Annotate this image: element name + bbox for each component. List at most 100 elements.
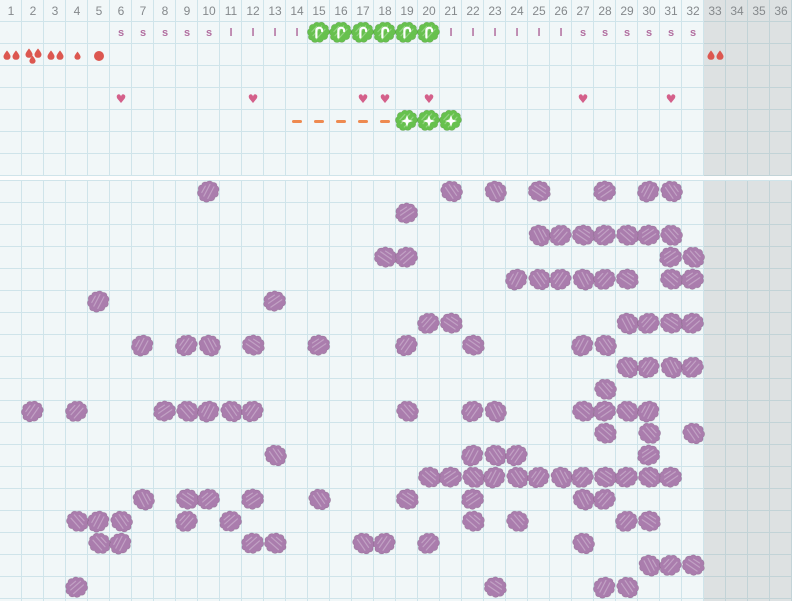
note-flower-icon xyxy=(395,109,419,133)
temperature-marks-layer xyxy=(0,181,792,601)
fluid-flower-mark xyxy=(308,22,330,44)
fluid-l-mark: l xyxy=(440,22,462,44)
temperature-mark xyxy=(593,334,618,359)
temperature-blob-icon xyxy=(392,485,421,514)
temperature-blob-icon xyxy=(64,575,91,601)
temperature-blob-icon xyxy=(394,245,421,272)
temperature-blob-icon xyxy=(84,287,113,316)
fluid-flower-mark xyxy=(418,22,440,44)
fluid-l-mark: l xyxy=(462,22,484,44)
temperature-mark xyxy=(396,401,418,423)
fluid-l-mark: l xyxy=(528,22,550,44)
blood-drop-icon xyxy=(707,50,715,60)
temperature-mark xyxy=(482,399,509,426)
fluid-flower-mark xyxy=(330,22,352,44)
bleeding-mark xyxy=(66,44,88,66)
blood-drop-icon xyxy=(47,50,55,60)
temperature-mark xyxy=(593,422,618,447)
temperature-mark xyxy=(614,267,641,294)
temperature-blob-icon xyxy=(395,400,419,424)
note-flower-icon xyxy=(417,109,441,133)
fluid-s-mark: s xyxy=(660,22,682,44)
temperature-mark xyxy=(636,509,663,536)
temperature-blob-icon xyxy=(372,531,399,558)
fluid-s-mark: s xyxy=(594,22,616,44)
fluid-s-mark: s xyxy=(616,22,638,44)
temperature-blob-icon xyxy=(658,179,685,206)
fluid-flower-mark xyxy=(396,22,418,44)
temperature-blob-icon xyxy=(128,331,157,360)
note-dash-mark xyxy=(352,110,374,132)
fluid-l-mark: l xyxy=(264,22,286,44)
temperature-mark xyxy=(460,333,487,360)
temperature-mark xyxy=(130,487,157,514)
temperature-mark xyxy=(482,575,509,601)
temperature-mark xyxy=(394,201,421,228)
temperature-mark xyxy=(681,312,706,337)
temperature-blob-icon xyxy=(306,487,333,514)
temperature-blob-icon xyxy=(304,331,333,360)
fluid-flower-icon xyxy=(373,21,397,45)
bleeding-mark xyxy=(44,44,66,66)
bleeding-mark xyxy=(704,44,726,66)
fluid-flower-icon xyxy=(351,21,375,45)
temperature-mark xyxy=(394,487,421,514)
temperature-mark xyxy=(680,553,707,580)
temperature-mark xyxy=(681,422,706,447)
temperature-mark xyxy=(219,510,244,535)
blood-drop-icon xyxy=(12,50,20,60)
temperature-mark xyxy=(373,532,398,557)
blood-drop-icon xyxy=(74,51,81,60)
temperature-mark xyxy=(461,510,486,535)
dash-icon xyxy=(336,120,346,123)
temperature-blob-icon xyxy=(614,575,641,601)
fluid-flower-icon xyxy=(307,21,331,45)
intercourse-heart-mark: ♥ xyxy=(418,88,440,110)
temperature-mark xyxy=(615,576,640,601)
temperature-mark xyxy=(196,333,223,360)
temperature-blob-icon xyxy=(238,485,267,514)
note-flower-mark xyxy=(440,110,462,132)
blood-dot-icon xyxy=(94,51,104,61)
temperature-mark xyxy=(307,488,332,513)
fluid-l-mark: l xyxy=(242,22,264,44)
temperature-blob-icon xyxy=(593,488,617,512)
temperature-blob-icon xyxy=(458,331,487,360)
temperature-blob-icon xyxy=(262,531,289,558)
temperature-blob-icon xyxy=(240,399,267,426)
dash-icon xyxy=(380,120,390,123)
temperature-blob-icon xyxy=(524,177,553,206)
temperature-blob-icon xyxy=(20,399,47,426)
temperature-blob-icon xyxy=(590,177,619,206)
temperature-mark xyxy=(526,179,553,206)
temperature-mark xyxy=(594,489,616,511)
fluid-s-mark: s xyxy=(110,22,132,44)
intercourse-heart-mark: ♥ xyxy=(660,88,682,110)
temperature-blob-icon xyxy=(260,287,289,316)
blood-drop-icon xyxy=(29,55,36,64)
temperature-mark xyxy=(176,511,198,533)
temperature-blob-icon xyxy=(680,421,707,448)
temperature-blob-icon xyxy=(218,509,245,536)
temperature-section xyxy=(0,180,792,601)
temperature-blob-icon xyxy=(438,179,465,206)
intercourse-heart-mark: ♥ xyxy=(110,88,132,110)
intercourse-heart-mark: ♥ xyxy=(374,88,396,110)
temperature-blob-icon xyxy=(128,485,157,514)
note-flower-mark xyxy=(396,110,418,132)
note-dash-mark xyxy=(330,110,352,132)
blood-drop-icon xyxy=(56,50,64,60)
temperature-blob-icon xyxy=(678,551,707,580)
temperature-blob-icon xyxy=(480,573,509,601)
temperature-blob-icon xyxy=(436,309,465,338)
temperature-mark xyxy=(592,179,619,206)
temperature-mark xyxy=(438,311,465,338)
temperature-mark xyxy=(108,531,135,558)
intercourse-heart-mark: ♥ xyxy=(352,88,374,110)
temperature-mark xyxy=(571,532,596,557)
note-flower-mark xyxy=(418,110,440,132)
temperature-mark xyxy=(506,511,528,533)
fluid-s-mark: s xyxy=(638,22,660,44)
temperature-blob-icon xyxy=(460,509,487,536)
fluid-s-mark: s xyxy=(572,22,594,44)
